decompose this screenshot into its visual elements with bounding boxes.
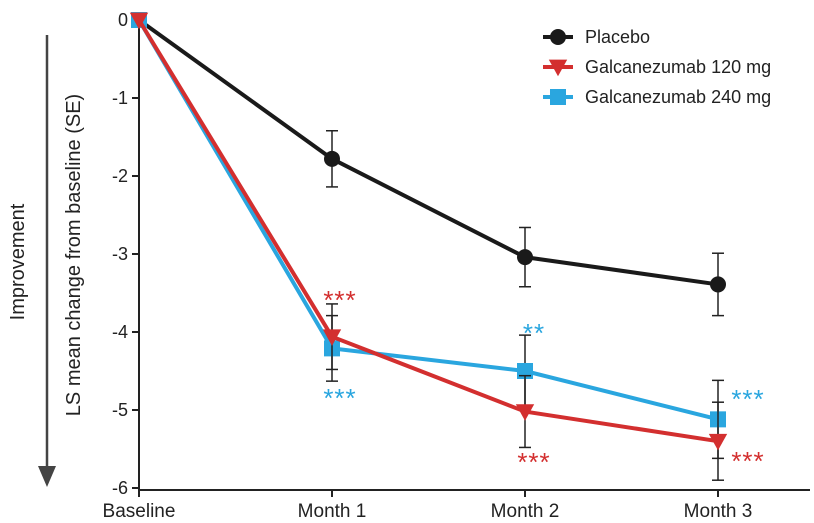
y-tick-label: -3 xyxy=(112,244,128,264)
x-tick-labels: Baseline Month 1 Month 2 Month 3 xyxy=(103,501,753,522)
y-tick-labels: 0 -1 -2 -3 -4 -5 -6 xyxy=(112,10,128,498)
legend-label: Galcanezumab 120 mg xyxy=(585,57,771,77)
x-tick-label: Month 2 xyxy=(491,501,560,522)
data-point xyxy=(515,404,535,421)
significance-marker: ** xyxy=(523,318,545,348)
significance-marker: *** xyxy=(323,383,356,413)
y-tick-label: -4 xyxy=(112,322,128,342)
significance-marker: *** xyxy=(731,446,764,476)
y-tick-label: -6 xyxy=(112,478,128,498)
significance-marker: *** xyxy=(323,285,356,315)
legend: Placebo Galcanezumab 120 mg Galcanezumab 2… xyxy=(543,27,771,107)
series-line xyxy=(137,18,719,444)
significance-marker: *** xyxy=(517,447,550,477)
x-tick-label: Month 1 xyxy=(298,501,367,522)
legend-item: Galcanezumab 240 mg xyxy=(543,87,771,107)
y-tick-label: -2 xyxy=(112,166,128,186)
data-point xyxy=(710,276,726,293)
significance-marker: *** xyxy=(731,384,764,414)
axes xyxy=(132,12,810,497)
legend-item: Galcanezumab 120 mg xyxy=(543,57,771,77)
significance-annotations: ****** *********** xyxy=(323,285,764,477)
data-point xyxy=(517,249,533,266)
y-tick-label: 0 xyxy=(118,10,128,30)
improvement-label: Improvement xyxy=(7,203,29,320)
x-tick-label: Baseline xyxy=(103,501,176,522)
series-line xyxy=(137,18,719,287)
data-point xyxy=(322,329,342,346)
improvement-arrow xyxy=(38,35,56,487)
data-point xyxy=(324,150,340,167)
legend-marker xyxy=(550,89,566,105)
series-line xyxy=(137,18,719,422)
data-point xyxy=(129,12,149,30)
legend-marker xyxy=(550,29,566,45)
y-axis-label: LS mean change from baseline (SE) xyxy=(63,94,85,416)
y-tick-label: -1 xyxy=(112,88,128,108)
series-layer xyxy=(129,12,728,481)
x-tick-label: Month 3 xyxy=(684,501,753,522)
series-galcanezumab-120-mg xyxy=(129,12,728,481)
y-tick-label: -5 xyxy=(112,400,128,420)
legend-marker xyxy=(548,59,568,77)
legend-label: Placebo xyxy=(585,27,650,47)
data-point xyxy=(708,433,728,451)
legend-label: Galcanezumab 240 mg xyxy=(585,87,771,107)
legend-item: Placebo xyxy=(543,27,650,47)
